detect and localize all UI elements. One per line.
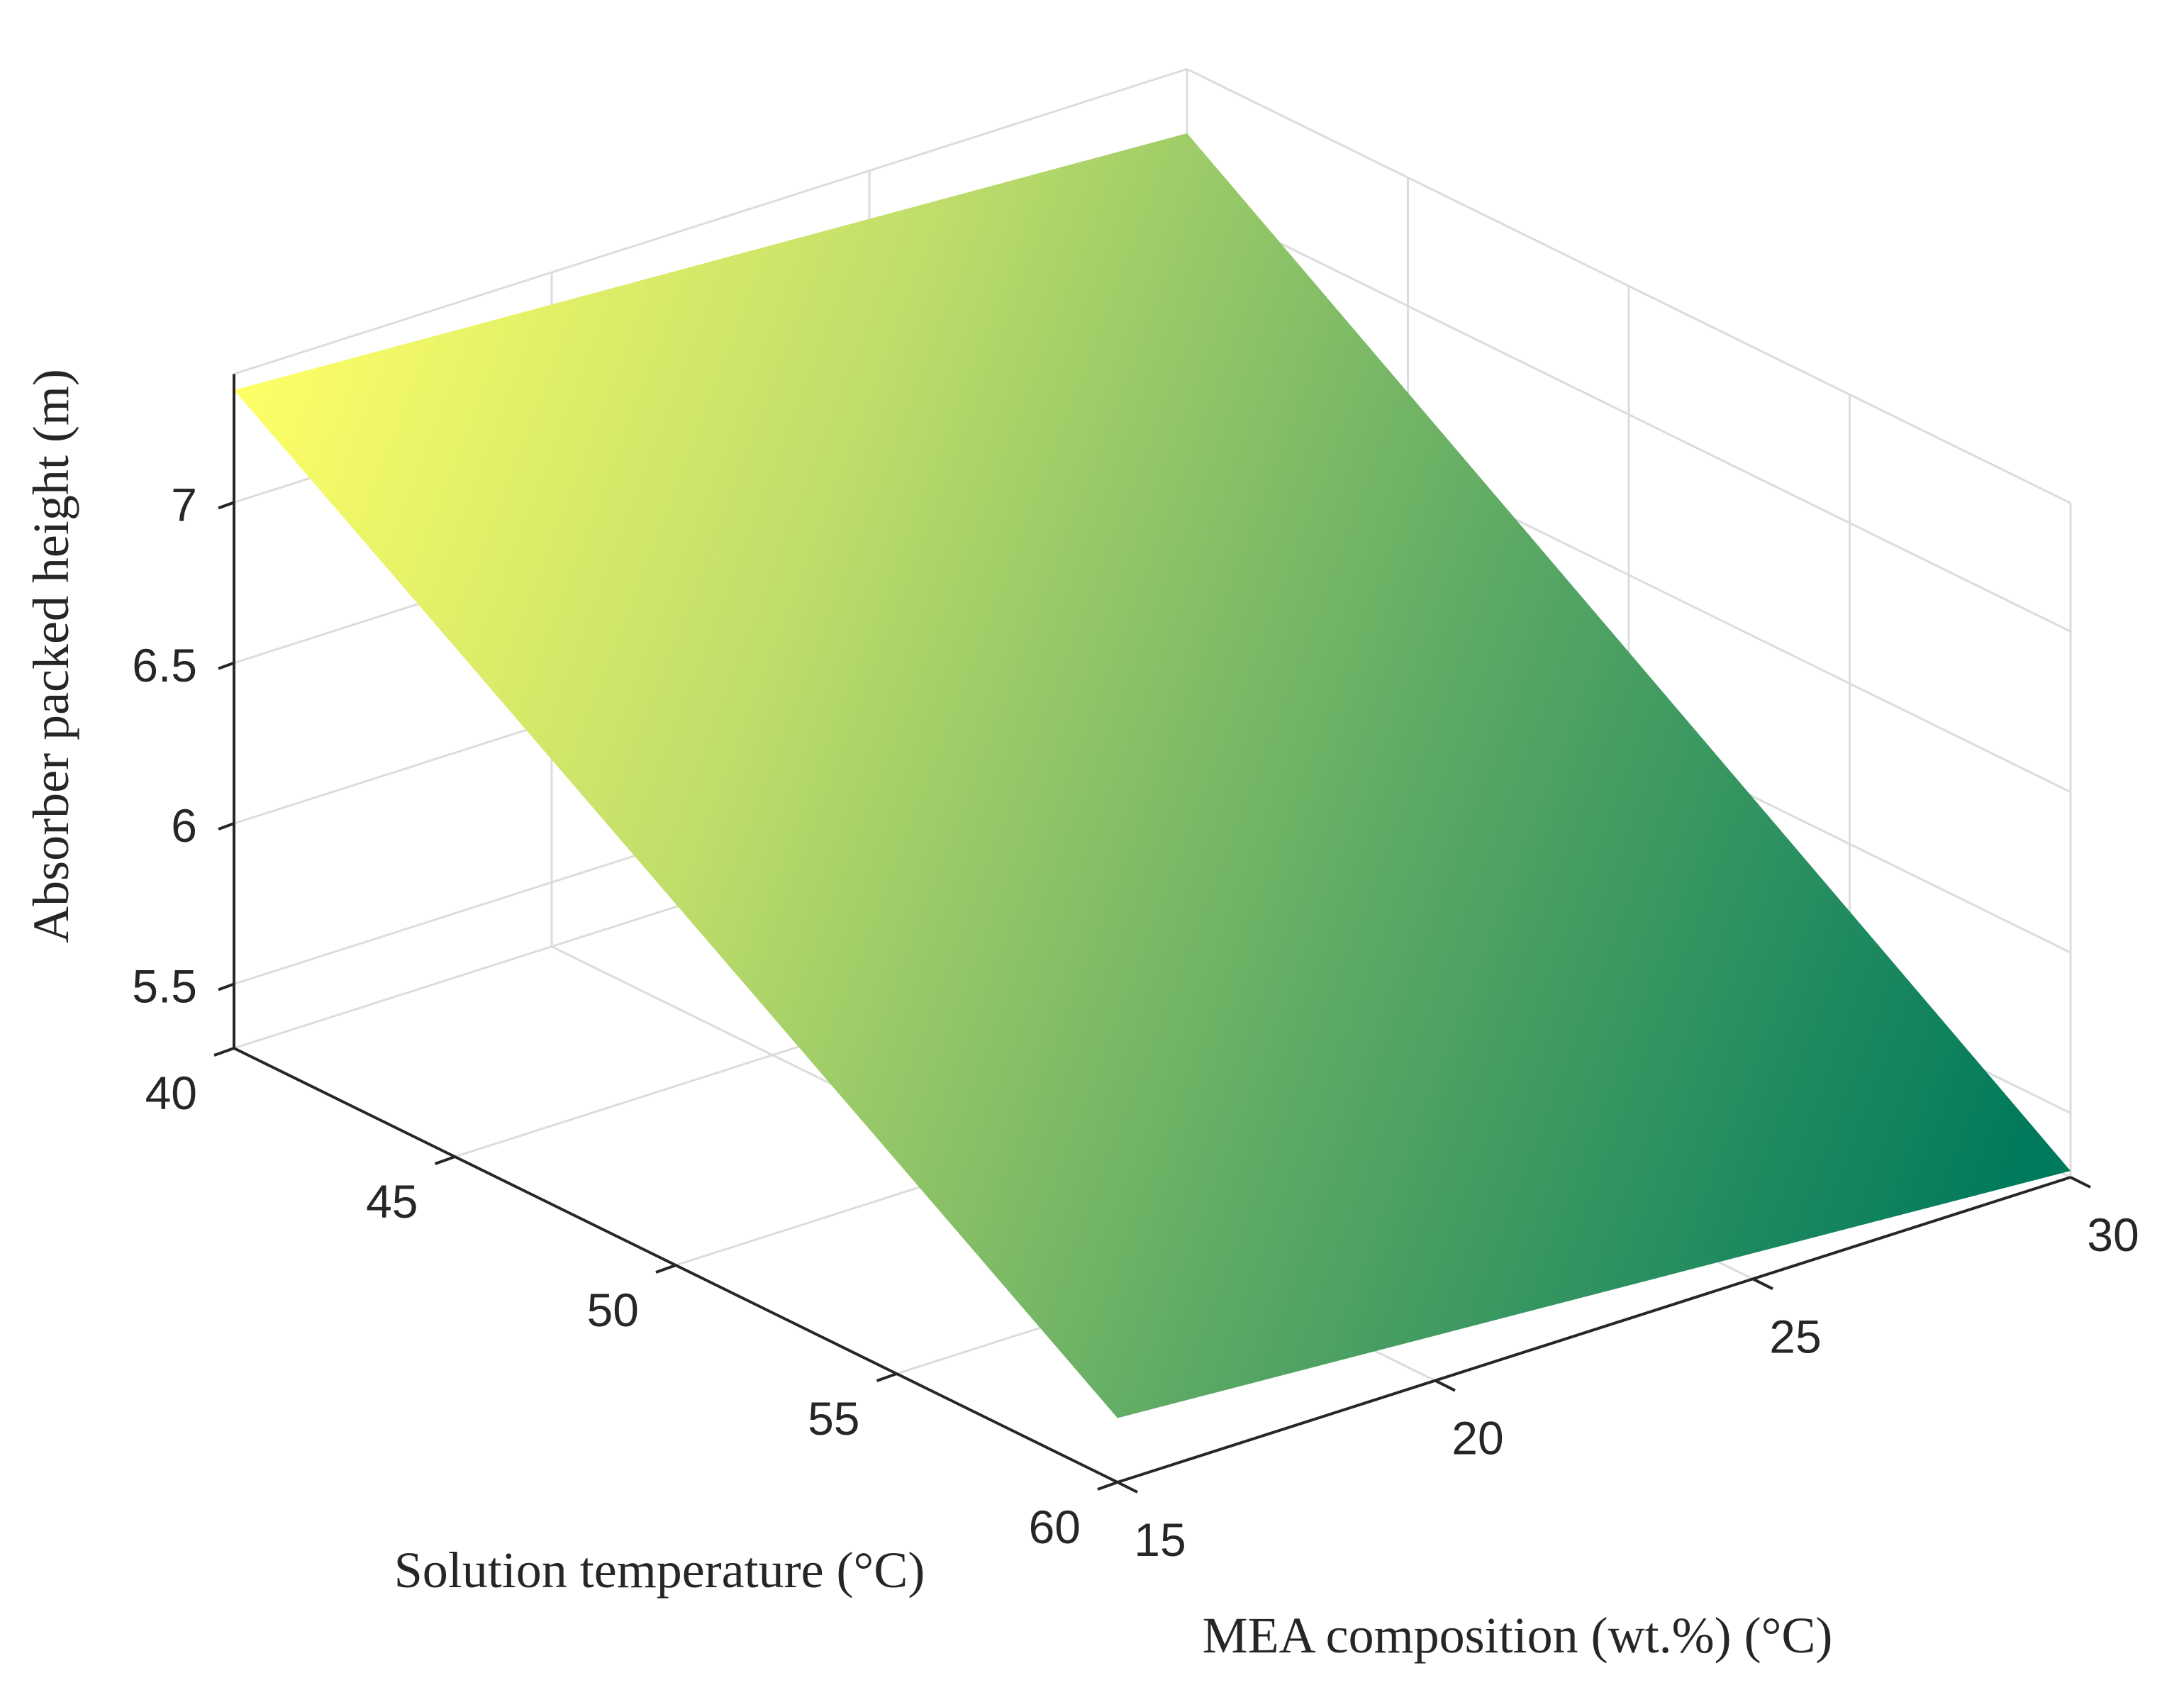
temperature-tick-50 xyxy=(655,1264,676,1274)
y-axis-title: Solution temperature (°C) xyxy=(394,1542,925,1599)
tick-labels: 5.5 6 6.5 7 40 45 50 55 60 15 20 25 30 xyxy=(132,478,2139,1566)
mea-tick-30 xyxy=(2070,1176,2091,1189)
mea-tick-label-15: 15 xyxy=(1134,1513,1186,1566)
z-axis-title: Absorber packed height (m) xyxy=(23,369,79,943)
mea-tick-label-25: 25 xyxy=(1769,1310,1821,1362)
z-tick-label-6.5: 6.5 xyxy=(132,639,197,691)
grid-wallB-top xyxy=(1186,68,2071,504)
temperature-tick-label-60: 60 xyxy=(1029,1501,1081,1553)
z-tick-6 xyxy=(218,822,235,831)
z-tick-7 xyxy=(218,501,235,510)
surface-patch xyxy=(234,133,2071,1418)
z-tick-label-6: 6 xyxy=(171,799,197,852)
temperature-tick-55 xyxy=(876,1372,898,1382)
grid-wallB-z-7 xyxy=(1186,196,2071,633)
mea-tick-15 xyxy=(1117,1481,1138,1494)
temperature-tick-label-45: 45 xyxy=(366,1175,418,1228)
temperature-tick-60 xyxy=(1097,1481,1118,1491)
temperature-tick-label-40: 40 xyxy=(145,1067,197,1119)
temperature-tick-label-50: 50 xyxy=(587,1284,639,1336)
z-tick-6.5 xyxy=(218,661,235,670)
z-tick-label-5.5: 5.5 xyxy=(132,960,197,1012)
axes-layer xyxy=(213,374,2091,1494)
temperature-tick-40 xyxy=(213,1047,235,1057)
surface-layer xyxy=(234,133,2071,1418)
z-tick-label-7: 7 xyxy=(171,478,197,530)
mea-axis-line xyxy=(1117,1176,2071,1484)
x-axis-title: MEA composition (wt.%) (°C) xyxy=(1203,1607,1833,1664)
temperature-tick-45 xyxy=(434,1155,456,1165)
z-tick-5.5 xyxy=(218,982,235,991)
mea-tick-label-20: 20 xyxy=(1452,1412,1503,1465)
grid-wallA-top xyxy=(233,67,1188,375)
mea-tick-label-30: 30 xyxy=(2087,1208,2139,1261)
temperature-tick-label-55: 55 xyxy=(808,1392,859,1445)
mea-tick-25 xyxy=(1752,1277,1773,1291)
mea-tick-20 xyxy=(1434,1379,1456,1392)
